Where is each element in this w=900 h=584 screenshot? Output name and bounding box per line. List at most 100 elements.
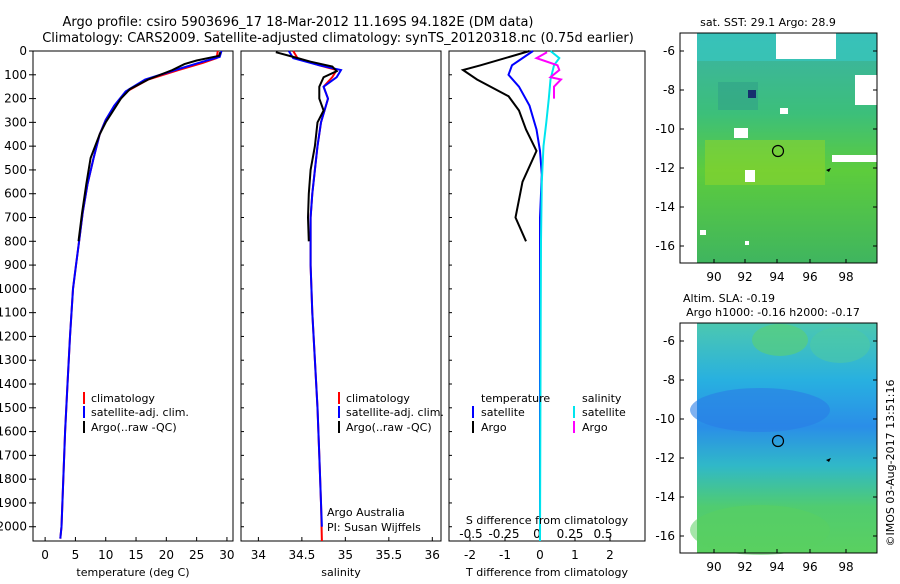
sst-cloud-gap [776, 33, 836, 59]
sst-yellow-band [705, 140, 825, 185]
sst-cloud-gap [745, 170, 755, 182]
x-tick-label: -1 [499, 548, 511, 562]
sla-map-title-line2: Argo h1000: -0.16 h2000: -0.17 [686, 306, 860, 319]
map-lon-tick-label: 96 [802, 270, 817, 284]
figure-title-line1: Argo profile: csiro 5903696_17 18-Mar-20… [63, 15, 534, 30]
depth-axis: 0 100 200 300 400 500 600 700 800 900 1000 1100 1200… [0, 44, 452, 534]
legend-label-argo: Argo(..raw -QC) [91, 421, 177, 434]
sla-high-anomaly [690, 505, 830, 555]
series-temperature-satellite [507, 50, 543, 541]
depth-tick-label: 300 [4, 115, 27, 129]
series-argo-raw-qc- [77, 51, 222, 242]
legend-label-satellite: satellite-adj. clim. [346, 406, 444, 419]
x-tick-label: 10 [98, 548, 113, 562]
s-tick-label: 0.5 [593, 527, 612, 541]
map-lon-tick-label: 92 [737, 270, 752, 284]
depth-tick-label: 1600 [0, 425, 27, 439]
s-tick-label: 0.25 [557, 527, 584, 541]
x-tick-label: 25 [189, 548, 204, 562]
difference-x-label: T difference from climatology [465, 566, 628, 579]
depth-tick-label: 1400 [0, 377, 27, 391]
sst-cloud-gap [700, 230, 706, 235]
map-lon-tick-label: 96 [802, 560, 817, 574]
map-lon-tick-label: 90 [706, 270, 721, 284]
sst-cloud-gap [832, 155, 877, 162]
sla-map-axes: 90 92 94 96 98 -6 -8 -10 -12 -14 -16 [655, 334, 877, 574]
depth-tick-label: 100 [4, 68, 27, 82]
sst-cold-pixel [748, 90, 756, 98]
depth-tick-label: 2000 [0, 520, 27, 534]
s-tick-label: -0.25 [488, 527, 519, 541]
difference-panel-frame [448, 50, 646, 542]
sla-high-anomaly [810, 327, 870, 363]
x-tick-label: 1 [571, 548, 579, 562]
figure-title-line2: Climatology: CARS2009. Satellite-adjuste… [42, 31, 634, 46]
legend-label-temperature-satellite: satellite [481, 406, 525, 419]
sla-map-frame [679, 322, 878, 554]
depth-tick-label: 1300 [0, 353, 27, 367]
depth-tick-label: 900 [4, 258, 27, 272]
legend-title-temperature: temperature [481, 392, 550, 405]
depth-tick-label: 600 [4, 187, 27, 201]
x-tick-label: 0 [41, 548, 49, 562]
sla-map-title-line1: Altim. SLA: -0.19 [683, 292, 775, 305]
series-salinity-satellite [539, 50, 561, 542]
sst-cloud-gap [855, 75, 877, 105]
float-track-arrow [826, 458, 831, 462]
map-lon-tick-label: 90 [706, 560, 721, 574]
legend-title-salinity: salinity [582, 392, 622, 405]
difference-legend-salinity: salinity satellite Argo [573, 392, 626, 434]
depth-tick-label: 0 [19, 44, 27, 58]
difference-series [460, 50, 563, 542]
sst-map-axes: 90 92 94 96 98 -6 -8 -10 -12 -14 -16 [655, 44, 877, 284]
series-satellite-adj-clim- [287, 50, 343, 527]
depth-tick-label: 1000 [0, 282, 27, 296]
x-tick-label: 36 [425, 548, 440, 562]
series-climatology [59, 50, 219, 539]
depth-tick-label: 1800 [0, 472, 27, 486]
x-tick-label: 5 [72, 548, 80, 562]
x-tick-label: 0 [536, 548, 544, 562]
x-tick-label: 35.5 [375, 548, 402, 562]
series-temperature-argo [460, 50, 538, 242]
x-tick-label: 30 [219, 548, 234, 562]
argo-position-marker [771, 144, 785, 158]
footer-timestamp: ©IMOS 03-Aug-2017 13:51:16 [884, 380, 897, 547]
x-tick-label: 15 [128, 548, 143, 562]
map-lon-tick-label: 94 [769, 560, 784, 574]
x-tick-label: -2 [464, 548, 476, 562]
map-lon-tick-label: 92 [737, 560, 752, 574]
sst-map-frame [679, 32, 878, 264]
depth-tick-label: 1100 [0, 306, 27, 320]
map-lat-tick-label: -14 [655, 200, 675, 214]
legend-label-climatology: climatology [346, 392, 410, 405]
credit-line1: Argo Australia [327, 506, 405, 519]
depth-tick-label: 500 [4, 163, 27, 177]
legend-label-satellite: satellite-adj. clim. [91, 406, 189, 419]
s-tick-label: 0 [533, 527, 541, 541]
map-lon-tick-label: 98 [838, 270, 853, 284]
map-lon-tick-label: 94 [769, 270, 784, 284]
depth-tick-label: 1900 [0, 496, 27, 510]
salinity-legend: climatology satellite-adj. clim. Argo(..… [338, 392, 444, 434]
salinity-series [275, 50, 343, 542]
series-argo-raw-qc- [275, 51, 339, 242]
legend-label-temperature-argo: Argo [481, 421, 507, 434]
depth-tick-label: 400 [4, 139, 27, 153]
x-tick-label: 34.5 [289, 548, 316, 562]
depth-tick-label: 1200 [0, 329, 27, 343]
temperature-panel-frame [32, 50, 234, 542]
x-tick-label: 35 [338, 548, 353, 562]
sla-map [679, 322, 878, 555]
depth-tick-label: 800 [4, 234, 27, 248]
depth-tick-label: 700 [4, 211, 27, 225]
sla-low-anomaly [690, 388, 830, 432]
map-lat-tick-label: -8 [663, 373, 675, 387]
map-lat-tick-label: -6 [663, 44, 675, 58]
sst-cloud-gap [734, 128, 748, 138]
depth-tick-label: 1500 [0, 401, 27, 415]
credit-line2: PI: Susan Wijffels [327, 521, 421, 534]
sla-high-anomaly [752, 324, 808, 356]
map-lat-tick-label: -12 [655, 161, 675, 175]
